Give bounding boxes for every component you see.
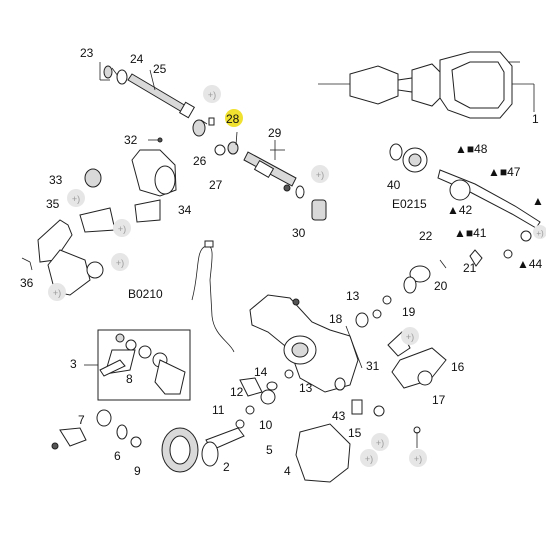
- carrier-and-vent-hose: [191, 240, 363, 393]
- callout-27[interactable]: 27: [209, 178, 223, 192]
- hint-icon[interactable]: +): [533, 225, 546, 239]
- hint-icon[interactable]: +): [48, 283, 66, 301]
- callout-10[interactable]: 10: [259, 418, 273, 432]
- callout-36[interactable]: 36: [20, 276, 34, 290]
- callout-15[interactable]: 15: [348, 426, 362, 440]
- svg-text:+): +): [72, 194, 80, 204]
- hint-icon[interactable]: +): [311, 165, 329, 183]
- callout-12[interactable]: 12: [230, 385, 244, 399]
- front-hub-cv-shaft: [389, 143, 541, 294]
- svg-text:+): +): [118, 224, 126, 234]
- svg-text:+): +): [208, 90, 216, 100]
- callout-16[interactable]: 16: [451, 360, 465, 374]
- hint-icon[interactable]: +): [203, 85, 221, 103]
- highlight-marker-28: [225, 109, 243, 127]
- callout-labels: 23 24 25 28 29 32 26 27 33 34 35 30 36 1…: [20, 46, 544, 478]
- svg-text:+): +): [316, 170, 324, 180]
- svg-text:+): +): [414, 454, 422, 464]
- callout-25[interactable]: 25: [153, 62, 167, 76]
- svg-text:+): +): [53, 288, 61, 298]
- callout-1[interactable]: 1: [532, 112, 539, 126]
- differential-internals-panel: [84, 329, 191, 401]
- callout-49[interactable]: ▲: [532, 194, 544, 208]
- callout-44[interactable]: ▲44: [517, 257, 543, 271]
- callout-13b[interactable]: 13: [299, 381, 313, 395]
- callout-19[interactable]: 19: [402, 305, 416, 319]
- callout-47[interactable]: ▲■47: [488, 165, 521, 179]
- callout-33[interactable]: 33: [49, 173, 63, 187]
- hint-icon[interactable]: +): [67, 189, 85, 207]
- steering-knuckle-group: [21, 137, 177, 296]
- callout-30[interactable]: 30: [292, 226, 306, 240]
- hint-icon[interactable]: +): [409, 449, 427, 467]
- callout-13a[interactable]: 13: [346, 289, 360, 303]
- callout-34[interactable]: 34: [178, 203, 192, 217]
- callout-32[interactable]: 32: [124, 133, 138, 147]
- callout-28[interactable]: 28: [226, 112, 240, 126]
- halfshaft-and-cover: [318, 51, 535, 119]
- callout-17[interactable]: 17: [432, 393, 446, 407]
- hint-icon[interactable]: +): [371, 433, 389, 451]
- callout-8[interactable]: 8: [126, 372, 133, 386]
- svg-text:+): +): [365, 454, 373, 464]
- callout-23[interactable]: 23: [80, 46, 94, 60]
- axle-shaft-assembly: [99, 62, 327, 221]
- callout-9[interactable]: 9: [134, 464, 141, 478]
- callout-35[interactable]: 35: [46, 197, 60, 211]
- callout-48[interactable]: ▲■48: [455, 142, 488, 156]
- svg-text:+): +): [406, 332, 414, 342]
- callout-29[interactable]: 29: [268, 126, 282, 140]
- callout-43[interactable]: 43: [332, 409, 346, 423]
- callout-14[interactable]: 14: [254, 365, 268, 379]
- callout-3[interactable]: 3: [70, 357, 77, 371]
- callout-20[interactable]: 20: [434, 279, 448, 293]
- hint-icon[interactable]: +): [360, 449, 378, 467]
- hint-icon[interactable]: +): [113, 219, 131, 237]
- hint-icons: +) +) +) +) +) +) +) +) +) +) +): [48, 85, 546, 467]
- callout-18[interactable]: 18: [329, 312, 343, 326]
- callout-7[interactable]: 7: [78, 413, 85, 427]
- callout-40[interactable]: 40: [387, 178, 401, 192]
- callout-6[interactable]: 6: [114, 449, 121, 463]
- callout-22[interactable]: 22: [419, 229, 433, 243]
- hint-icon[interactable]: +): [111, 253, 129, 271]
- callout-42[interactable]: ▲42: [447, 203, 473, 217]
- callout-5[interactable]: 5: [266, 443, 273, 457]
- callout-31[interactable]: 31: [366, 359, 380, 373]
- hint-icon[interactable]: +): [401, 327, 419, 345]
- callout-4[interactable]: 4: [284, 464, 291, 478]
- code-e0215[interactable]: E0215: [392, 197, 427, 211]
- callout-24[interactable]: 24: [130, 52, 144, 66]
- svg-text:+): +): [536, 229, 544, 238]
- svg-text:+): +): [116, 258, 124, 268]
- svg-text:+): +): [376, 438, 384, 448]
- callout-41[interactable]: ▲■41: [454, 226, 487, 240]
- ring-and-pinion-group: [51, 295, 447, 483]
- callout-21[interactable]: 21: [463, 261, 477, 275]
- callout-11[interactable]: 11: [212, 403, 225, 417]
- callout-2[interactable]: 2: [223, 460, 230, 474]
- code-b0210[interactable]: B0210: [128, 287, 163, 301]
- callout-26[interactable]: 26: [193, 154, 207, 168]
